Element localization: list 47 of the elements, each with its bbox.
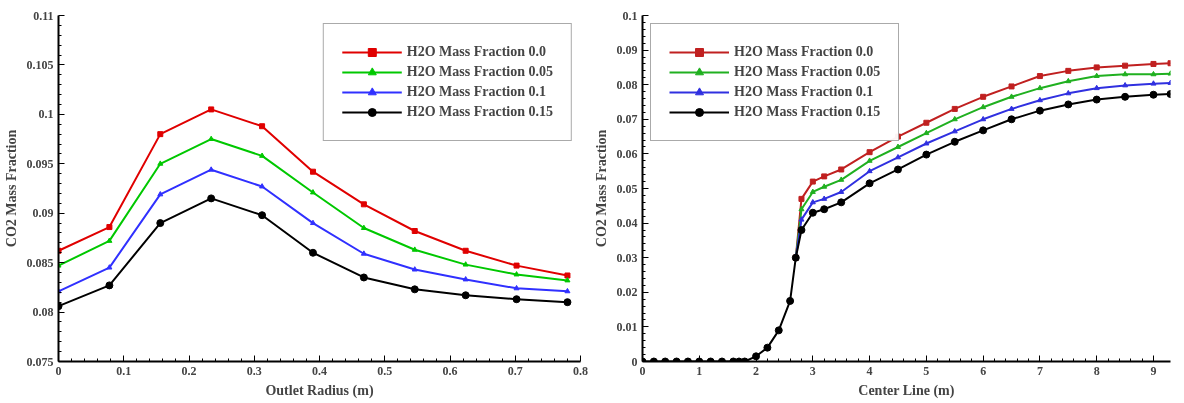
y-tick-label: 0.01 bbox=[616, 319, 638, 334]
y-tick-label: 0.08 bbox=[32, 305, 54, 320]
x-tick-label: 8 bbox=[1093, 363, 1100, 378]
y-tick-label: 0.085 bbox=[26, 255, 54, 270]
x-tick-label: 4 bbox=[866, 363, 873, 378]
x-tick-label: 7 bbox=[1036, 363, 1043, 378]
legend-label: H2O Mass Fraction 0.1 bbox=[406, 84, 546, 100]
x-tick-label: 9 bbox=[1150, 363, 1157, 378]
x-tick-label: 0.3 bbox=[246, 363, 262, 378]
x-tick-label: 0.5 bbox=[377, 363, 393, 378]
legend-label: H2O Mass Fraction 0.15 bbox=[734, 104, 881, 120]
y-tick-label: 0.06 bbox=[616, 146, 638, 161]
legend-label: H2O Mass Fraction 0.0 bbox=[406, 44, 546, 60]
y-tick-label: 0.075 bbox=[26, 354, 54, 369]
x-tick-label: 0.6 bbox=[442, 363, 458, 378]
x-tick-label: 2 bbox=[753, 363, 760, 378]
legend-label: H2O Mass Fraction 0.1 bbox=[734, 84, 874, 100]
x-tick-label: 6 bbox=[980, 363, 987, 378]
y-tick-label: 0.02 bbox=[616, 285, 638, 300]
y-tick-label: 0.09 bbox=[616, 43, 638, 58]
x-tick-label: 0.8 bbox=[573, 363, 588, 378]
y-tick-label: 0.09 bbox=[32, 206, 54, 221]
y-tick-label: 0.08 bbox=[616, 77, 638, 92]
legend-label: H2O Mass Fraction 0.05 bbox=[406, 64, 553, 80]
legend-label: H2O Mass Fraction 0.15 bbox=[406, 104, 553, 120]
x-axis-title: Outlet Radius (m) bbox=[265, 382, 374, 399]
y-tick-label: 0.1 bbox=[622, 8, 638, 23]
x-tick-label: 0.1 bbox=[116, 363, 132, 378]
x-tick-label: 0.7 bbox=[507, 363, 523, 378]
legend-label: H2O Mass Fraction 0.0 bbox=[734, 44, 874, 60]
y-axis-title: CO2 Mass Fraction bbox=[3, 129, 19, 248]
x-tick-label: 0.2 bbox=[181, 363, 197, 378]
y-tick-label: 0.105 bbox=[26, 57, 54, 72]
y-tick-label: 0.05 bbox=[616, 181, 638, 196]
y-tick-label: 0.04 bbox=[616, 216, 638, 231]
x-tick-label: 0.4 bbox=[312, 363, 327, 378]
x-tick-label: 1 bbox=[696, 363, 703, 378]
y-tick-label: 0.1 bbox=[38, 107, 54, 122]
y-tick-label: 0.07 bbox=[616, 112, 638, 127]
legend-label: H2O Mass Fraction 0.05 bbox=[734, 64, 881, 80]
y-tick-label: 0.11 bbox=[33, 8, 54, 23]
x-axis-title: Center Line (m) bbox=[858, 382, 955, 399]
x-tick-label: 5 bbox=[923, 363, 930, 378]
y-axis-title: CO2 Mass Fraction bbox=[593, 129, 609, 248]
y-tick-label: 0.03 bbox=[616, 250, 638, 265]
y-tick-label: 0.095 bbox=[26, 156, 54, 171]
x-tick-label: 3 bbox=[809, 363, 816, 378]
